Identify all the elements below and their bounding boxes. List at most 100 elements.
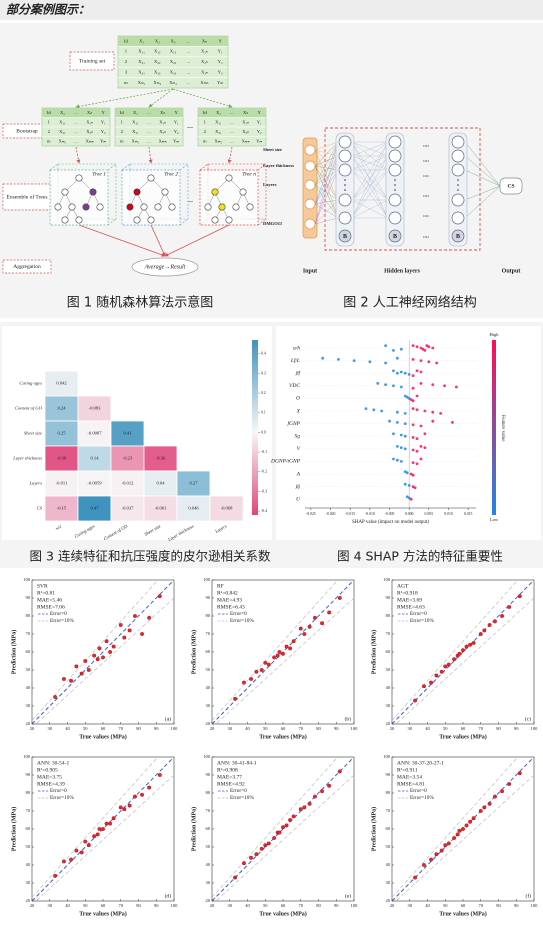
shap-dot [415,462,419,466]
neuron [451,163,465,177]
neuron [388,193,402,207]
shap-dot [431,346,435,350]
connection [314,141,339,186]
x-tick-label: -0.015 [345,512,355,516]
layer-dots: .... [423,233,430,239]
data-point [104,639,109,644]
shap-dot [376,382,380,385]
connection [464,155,501,187]
table-cell: 3 [125,69,128,74]
data-point [429,680,433,685]
shap-dot [407,484,411,487]
y-tick-label: 100 [383,754,391,759]
neuron [304,198,316,210]
y-tick-label: 40 [386,862,391,867]
table-cell: 1 [121,119,124,124]
x-axis-label: True values (MPa) [79,910,127,917]
tree-node [133,216,141,224]
y-tick-label: 50 [26,844,31,849]
arrow [164,224,230,257]
legend-label: Error=10% [230,795,254,801]
panel-label: (c) [525,715,531,722]
neuron [304,144,316,156]
cell-value: 0.27 [189,481,198,486]
x-tick-label: 90 [154,903,159,908]
cell-value: -0.0059 [87,481,102,486]
data-point [471,641,476,645]
shap-dot [403,447,407,451]
y-tick-label: 50 [26,667,31,672]
x-tick-label: 50 [83,903,88,908]
table-cell: ... [187,38,190,43]
data-point [281,651,285,656]
data-point [259,846,264,851]
y-tick-label: 30 [26,880,31,885]
data-point [62,677,66,681]
x-tick-label: 40 [65,903,70,908]
x-tick-label: 90 [514,726,519,731]
y-tick-label: 30 [26,703,31,708]
y-tick-label: 40 [386,685,391,690]
connection [314,165,339,171]
shap-dot [427,360,431,364]
data-point [281,825,285,830]
table-cell: X₂ₙ [86,129,93,134]
neuron [338,149,352,163]
data-point [284,644,289,649]
colorbar-low: Low [490,517,499,522]
bias-node [451,229,465,243]
data-point [132,614,137,618]
neuron [304,218,316,230]
legend-label: Error=0 [410,611,427,617]
connection [314,141,339,225]
x-tick-label: -0.025 [306,512,316,516]
ellipsis: ... [187,121,193,130]
table-cell: X₁ [60,110,65,115]
shap-dot [384,344,387,347]
shap-dot [443,384,446,388]
y-tick-label: 90 [206,772,211,777]
panel-label: (e) [345,892,351,899]
x-tick-label: 100 [531,726,539,731]
data-point [157,773,162,777]
x-tick-label: 30 [408,726,413,731]
cell-value: 0.24 [57,406,66,411]
shap-dot [415,437,419,440]
feature-label: X [296,408,301,414]
connection [464,185,501,201]
table-cell: ... [230,138,233,143]
table-cell: Yₘ [256,138,262,143]
tree-cube-edge [107,163,117,171]
table-cell: 2 [125,59,128,64]
data-point [122,635,127,640]
heatmap-cell [44,470,79,497]
data-point [507,605,512,609]
table-cell: ... [147,138,150,143]
arrow [75,88,174,109]
colorbar-tick-label: 0.1 [261,411,266,415]
neuron-dots [344,189,346,191]
shap-dot [411,461,415,464]
data-point [266,662,271,667]
data-point [302,632,307,636]
row-label: Layers [28,481,42,486]
x-axis-label: True values (MPa) [439,733,487,740]
shap-dot [411,374,415,377]
data-point [478,632,483,636]
shap-dot [415,345,419,349]
data-point [241,680,246,685]
data-point [443,843,448,848]
neuron-dots [344,184,346,186]
table-cell: Y [218,38,222,43]
layer-title: Input [303,268,317,274]
connection [464,169,501,187]
metric-label: R²=0.911 [397,767,418,773]
table-cell: Xₘₙ [86,138,94,143]
layer-title: Output [502,268,521,274]
table-cell: X₃ [171,38,176,43]
heatmap-cell [176,470,211,497]
cell-value: -0.083 [89,406,102,411]
heatmap-cell [176,495,211,522]
tree-node [232,203,240,211]
y-tick-label: 20 [386,721,391,726]
